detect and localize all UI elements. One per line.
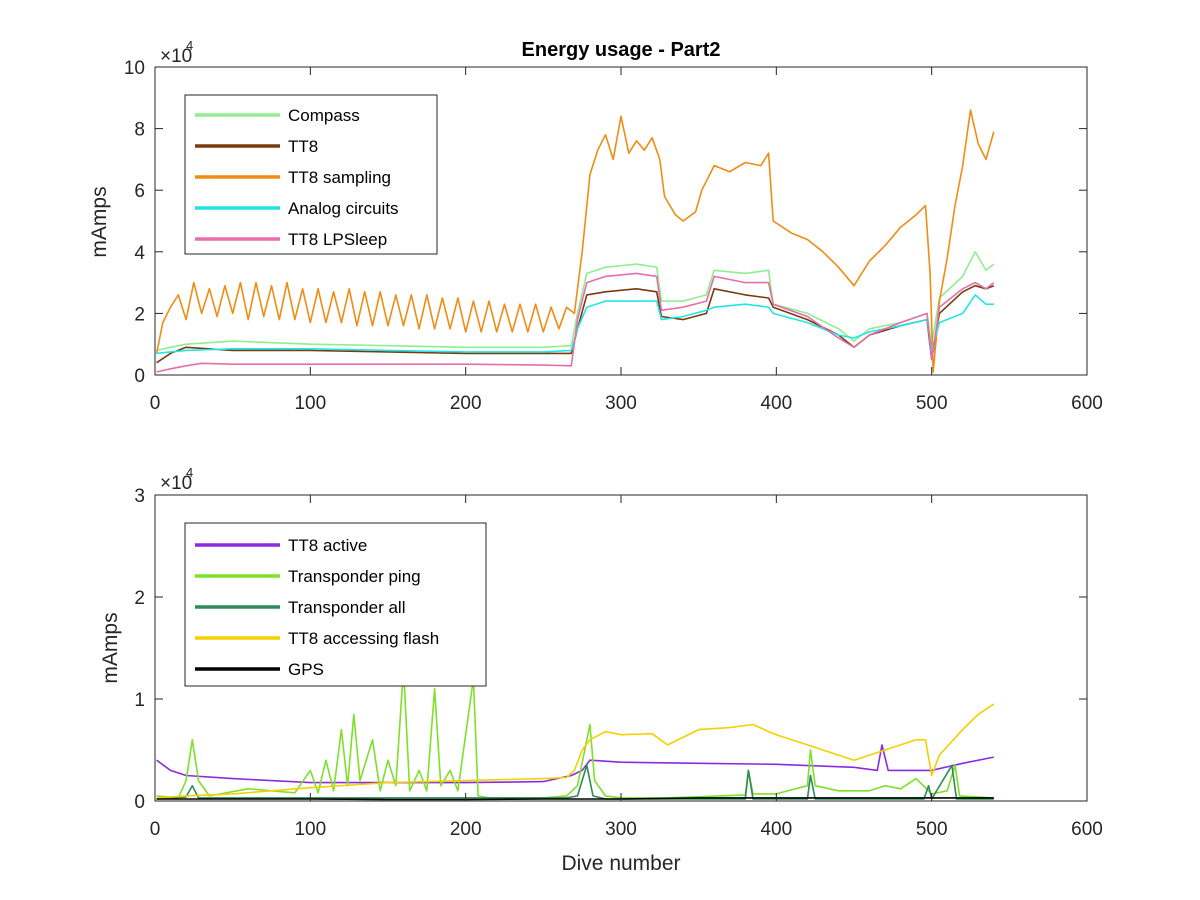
x-tick-label: 500	[916, 819, 948, 840]
x-ticks-bottom: 0 100 200 300 400 500 600	[150, 495, 1103, 840]
x-tick-label: 200	[450, 393, 482, 414]
x-tick-label: 0	[150, 393, 161, 414]
legend-top: Compass TT8 TT8 sampling Analog circuits TT8…	[184, 94, 438, 255]
x-axis-label: Dive number	[561, 852, 680, 875]
y-exponent-base: ×10	[160, 46, 192, 67]
legend-item: Compass	[195, 106, 360, 125]
legend-label: TT8 accessing flash	[288, 629, 439, 648]
x-ticks-top: 0 100 200 300 400 500 600	[150, 67, 1103, 414]
legend-label: TT8	[288, 137, 318, 156]
y-tick-label: 1	[134, 690, 145, 711]
y-tick-label: 2	[134, 304, 145, 325]
series-line-transponder-all	[156, 764, 994, 800]
y-exponent-top: ×10 4	[160, 38, 193, 67]
y-ticks-bottom: 0 1 2 3	[134, 486, 1087, 813]
legend-items-top: Compass TT8 TT8 sampling Analog circuits TT8…	[195, 106, 399, 249]
x-tick-label: 100	[294, 819, 326, 840]
energy-chart-part2: Energy usage - Part2 ×10 4 0 100 200 300 400…	[88, 38, 1103, 414]
legend-label: Compass	[288, 106, 360, 125]
legend-label: Transponder all	[288, 598, 406, 617]
legend-item: TT8 accessing flash	[195, 629, 439, 648]
legend-item: TT8 LPSleep	[195, 230, 387, 249]
y-ticks-top: 0 2 4 6 8 10	[124, 58, 1087, 387]
y-tick-label: 0	[134, 366, 145, 387]
legend-label: Analog circuits	[288, 199, 399, 218]
y-tick-label: 8	[134, 120, 145, 141]
series-line-tt8-lpsleep	[156, 272, 995, 373]
energy-chart-part2-lower: ×10 4 0 100 200 300 400 500 600 0 1 2 3 mAmps Div…	[99, 465, 1103, 875]
y-tick-label: 0	[134, 792, 145, 813]
legend-item: Transponder ping	[195, 567, 421, 586]
series-line-gps	[156, 797, 994, 801]
legend-item: TT8 sampling	[195, 168, 391, 187]
x-tick-label: 400	[760, 819, 792, 840]
x-tick-label: 100	[294, 393, 326, 414]
series-line-tt8-accessing-flash	[156, 703, 995, 799]
legend-label: TT8 LPSleep	[288, 230, 387, 249]
y-tick-label: 6	[134, 181, 145, 202]
legend-label: GPS	[288, 660, 324, 679]
legend-item: Transponder all	[195, 598, 406, 617]
series-layer-top	[155, 109, 995, 373]
series-line-tt8-sampling	[155, 109, 995, 373]
legend-box-top	[184, 94, 438, 255]
y-exponent-bottom: ×10 4	[160, 465, 193, 494]
series-line-compass	[156, 251, 995, 352]
legend-label: TT8 active	[288, 536, 367, 555]
legend-box-bottom	[184, 522, 487, 687]
legend-item: Analog circuits	[195, 199, 399, 218]
x-tick-label: 200	[450, 819, 482, 840]
legend-bottom: TT8 active Transponder ping Transponder al…	[184, 522, 487, 687]
chart-title: Energy usage - Part2	[522, 39, 721, 61]
legend-item: TT8	[195, 137, 318, 156]
legend-label: Transponder ping	[288, 567, 421, 586]
y-axis-label-bottom: mAmps	[99, 612, 122, 683]
x-tick-label: 300	[605, 393, 637, 414]
x-tick-label: 600	[1071, 393, 1103, 414]
x-tick-label: 600	[1071, 819, 1103, 840]
legend-item: TT8 active	[195, 536, 367, 555]
series-layer-bottom	[156, 667, 995, 801]
y-tick-label: 3	[134, 486, 145, 507]
y-exponent-power: 4	[186, 465, 193, 480]
y-exponent-base: ×10	[160, 473, 192, 494]
x-tick-label: 0	[150, 819, 161, 840]
y-tick-label: 2	[134, 588, 145, 609]
series-line-tt8-active	[156, 744, 994, 784]
x-tick-label: 500	[916, 393, 948, 414]
legend-item: GPS	[195, 660, 324, 679]
y-tick-label: 10	[124, 58, 145, 79]
legend-label: TT8 sampling	[288, 168, 391, 187]
legend-items-bottom: TT8 active Transponder ping Transponder al…	[195, 536, 439, 679]
y-tick-label: 4	[134, 243, 145, 264]
y-axis-label-top: mAmps	[88, 186, 111, 257]
y-exponent-power: 4	[186, 38, 193, 53]
x-tick-label: 300	[605, 819, 637, 840]
x-tick-label: 400	[760, 393, 792, 414]
